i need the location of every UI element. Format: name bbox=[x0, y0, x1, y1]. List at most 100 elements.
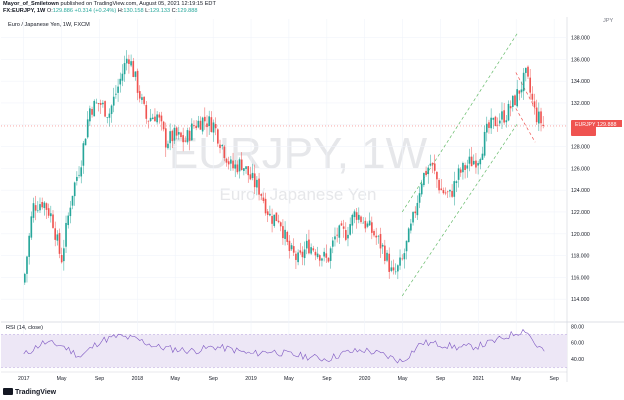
candle-body bbox=[171, 130, 174, 142]
price-tick-label: 120.000 bbox=[571, 232, 590, 238]
rsi-pane[interactable] bbox=[1, 328, 567, 368]
candle-body bbox=[37, 210, 39, 212]
time-tick-label: 2021 bbox=[473, 376, 485, 382]
time-tick-label: 2019 bbox=[245, 376, 257, 382]
candle-body bbox=[58, 232, 61, 254]
rsi-title: RSI (14, close) bbox=[6, 325, 43, 331]
candle-body bbox=[60, 255, 63, 263]
candle-body bbox=[151, 117, 154, 120]
candle-body bbox=[501, 111, 503, 120]
candle-body bbox=[26, 256, 28, 274]
candle-body bbox=[214, 124, 217, 129]
candle-body bbox=[542, 124, 545, 126]
candle-body bbox=[47, 208, 50, 216]
candle-body bbox=[76, 176, 78, 181]
price-badge-symbol: EURJPY bbox=[575, 122, 596, 128]
publisher-user[interactable]: Mayor_of_Smiletown bbox=[3, 1, 59, 7]
candle-body bbox=[65, 222, 67, 247]
candle-body bbox=[507, 103, 510, 121]
symbol-label[interactable]: FX:EURJPY, 1W bbox=[3, 8, 46, 14]
candles[interactable] bbox=[23, 50, 545, 285]
candle-body bbox=[232, 160, 234, 169]
chart-header: Mayor_of_Smiletown published on TradingV… bbox=[3, 1, 563, 21]
candle-body bbox=[199, 120, 202, 130]
candle-body bbox=[156, 114, 158, 123]
candle-body bbox=[212, 122, 215, 133]
candle-body bbox=[470, 156, 473, 167]
candle-body bbox=[253, 173, 256, 188]
candle-body bbox=[173, 127, 176, 141]
candle-body bbox=[128, 59, 130, 64]
candle-body bbox=[355, 212, 358, 220]
time-tick-label: Sep bbox=[95, 376, 104, 382]
candle-body bbox=[23, 273, 26, 283]
candle-body bbox=[466, 165, 469, 169]
candle-body bbox=[143, 96, 145, 104]
candle-body bbox=[375, 235, 378, 238]
candle-body bbox=[206, 123, 208, 128]
candle-body bbox=[177, 132, 180, 135]
candle-body bbox=[43, 202, 46, 209]
candle-body bbox=[416, 202, 419, 216]
candle-body bbox=[494, 116, 497, 127]
price-tick-label: 124.000 bbox=[571, 188, 590, 194]
candle-body bbox=[399, 257, 401, 266]
candle-body bbox=[112, 96, 115, 106]
candle-body bbox=[321, 258, 323, 261]
tradingview-logo[interactable]: TradingView bbox=[3, 388, 56, 396]
candle-body bbox=[162, 121, 165, 130]
candle-body bbox=[342, 226, 345, 229]
time-tick-label: Sep bbox=[322, 376, 331, 382]
time-tick-label: Sep bbox=[436, 376, 445, 382]
candle-body bbox=[104, 101, 106, 117]
candle-body bbox=[167, 143, 169, 149]
low-label: L: bbox=[145, 8, 150, 14]
candle-body bbox=[529, 77, 531, 93]
candle-body bbox=[197, 120, 200, 128]
candle-body bbox=[119, 78, 122, 85]
candle-body bbox=[288, 240, 291, 251]
time-tick-label: May bbox=[284, 376, 294, 382]
candle-body bbox=[277, 220, 280, 223]
candle-body bbox=[97, 103, 100, 105]
candle-body bbox=[208, 116, 210, 126]
candle-body bbox=[511, 95, 514, 107]
candle-body bbox=[433, 163, 436, 171]
price-badge: EURJPY 129.888 1d 9h bbox=[571, 120, 622, 136]
candle-body bbox=[407, 228, 410, 243]
candle-body bbox=[468, 156, 471, 164]
candle-body bbox=[358, 214, 360, 220]
candle-body bbox=[125, 58, 128, 64]
channel-down-upper-line bbox=[515, 72, 536, 109]
candle-body bbox=[32, 203, 35, 218]
candle-body bbox=[384, 245, 386, 261]
candle-body bbox=[472, 160, 475, 165]
candle-body bbox=[410, 223, 412, 231]
price-axis[interactable]: 114.000 116.000 118.000 120.000 122.000 124.0… bbox=[571, 36, 590, 364]
candle-body bbox=[386, 252, 388, 261]
candle-body bbox=[316, 253, 319, 258]
open-label: O: bbox=[46, 8, 53, 14]
candle-body bbox=[34, 205, 37, 211]
low-value: 129.133 bbox=[149, 8, 171, 14]
rsi-tick-label: 80.00 bbox=[571, 324, 584, 330]
candle-body bbox=[108, 113, 111, 118]
candle-body bbox=[117, 86, 119, 93]
candle-body bbox=[488, 122, 490, 128]
candle-body bbox=[234, 164, 237, 169]
candle-body bbox=[312, 248, 315, 251]
candle-body bbox=[110, 105, 113, 114]
candle-body bbox=[444, 192, 447, 194]
candle-body bbox=[89, 108, 91, 122]
candle-body bbox=[420, 183, 423, 195]
candle-body bbox=[436, 171, 438, 180]
candle-body bbox=[175, 127, 178, 136]
candle-body bbox=[266, 211, 269, 215]
candle-body bbox=[377, 235, 380, 237]
time-axis[interactable]: 2017 May Sep 2018 May Sep 2019 May Sep 2020 May Sep… bbox=[18, 376, 559, 382]
candle-body bbox=[67, 215, 70, 226]
candle-body bbox=[390, 267, 393, 271]
candle-body bbox=[130, 61, 132, 66]
candle-body bbox=[256, 179, 258, 188]
